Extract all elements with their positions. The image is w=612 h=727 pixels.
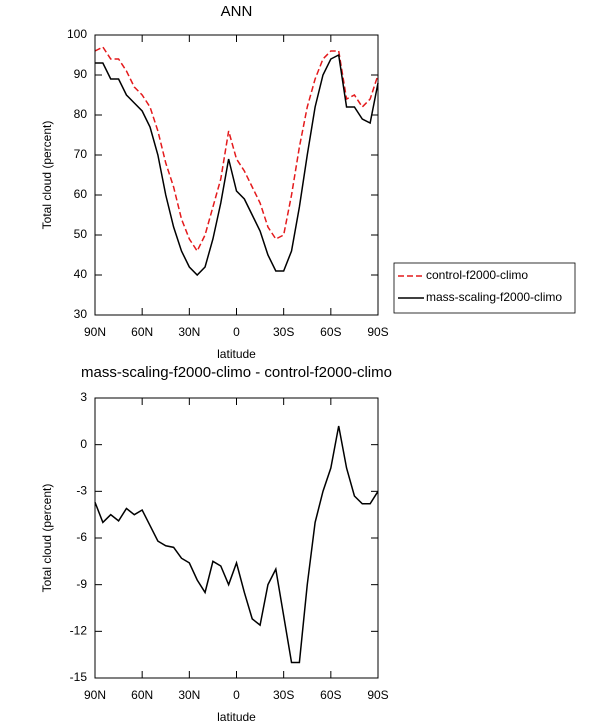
data-line xyxy=(94,46,379,253)
plot-frame xyxy=(94,397,379,679)
y-tick-label: 70 xyxy=(74,147,88,161)
y-tick-label: 100 xyxy=(67,27,87,41)
x-tick-label: 30S xyxy=(273,325,294,339)
data-line xyxy=(94,425,379,664)
y-axis-label: Total cloud (percent) xyxy=(40,484,54,593)
y-tick-label: -15 xyxy=(70,670,88,684)
x-tick-label: 30N xyxy=(178,325,200,339)
y-tick-label: 90 xyxy=(74,67,88,81)
x-tick-label: 90N xyxy=(84,688,106,702)
x-tick-label: 30S xyxy=(273,688,294,702)
x-tick-label: 0 xyxy=(233,688,240,702)
y-tick-label: -6 xyxy=(76,530,87,544)
x-tick-label: 90N xyxy=(84,325,106,339)
x-tick-label: 60S xyxy=(320,325,341,339)
legend-label: mass-scaling-f2000-climo xyxy=(426,290,562,304)
x-axis-label: latitude xyxy=(217,347,256,361)
x-tick-label: 60N xyxy=(131,688,153,702)
x-tick-label: 0 xyxy=(233,325,240,339)
x-tick-label: 90S xyxy=(367,325,388,339)
y-tick-label: -3 xyxy=(76,484,87,498)
y-tick-label: 50 xyxy=(74,227,88,241)
y-tick-label: 80 xyxy=(74,107,88,121)
y-tick-label: -12 xyxy=(70,624,88,638)
legend-box xyxy=(393,262,576,314)
x-tick-label: 30N xyxy=(178,688,200,702)
y-tick-label: 30 xyxy=(74,307,88,321)
y-axis-label: Total cloud (percent) xyxy=(40,121,54,230)
chart-title: ANN xyxy=(221,3,253,20)
x-tick-label: 60S xyxy=(320,688,341,702)
data-line xyxy=(95,53,379,277)
chart-title: mass-scaling-f2000-climo - control-f2000… xyxy=(81,364,392,381)
plot-frame xyxy=(94,34,379,316)
x-tick-label: 90S xyxy=(367,688,388,702)
x-axis-label: latitude xyxy=(217,710,256,724)
y-tick-label: 60 xyxy=(74,187,88,201)
y-tick-label: 40 xyxy=(74,267,88,281)
legend-label: control-f2000-climo xyxy=(426,268,528,282)
y-tick-label: -9 xyxy=(76,577,87,591)
y-tick-label: 0 xyxy=(80,437,87,451)
x-tick-label: 60N xyxy=(131,325,153,339)
y-tick-label: 3 xyxy=(80,390,87,404)
